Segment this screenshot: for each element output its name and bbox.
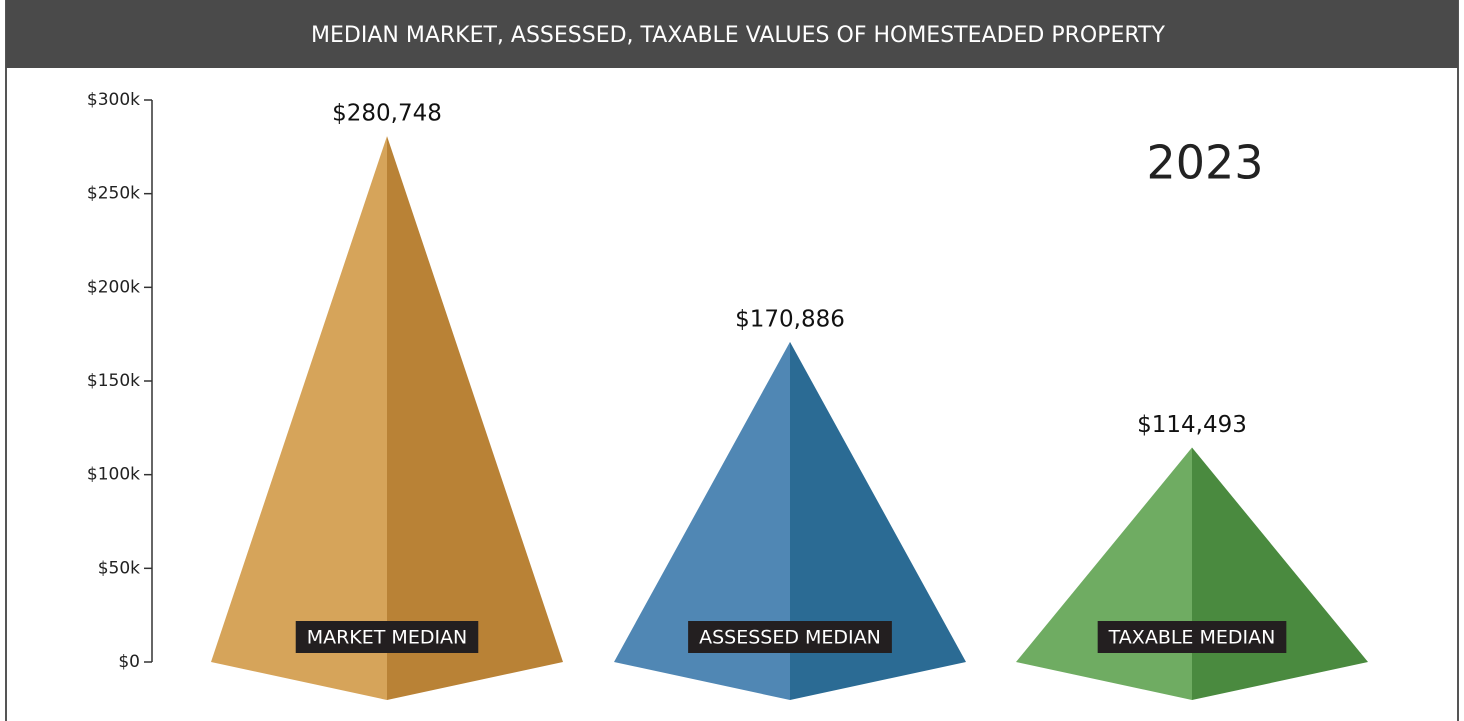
value-label: $114,493 — [1137, 412, 1247, 438]
chart-title: MEDIAN MARKET, ASSESSED, TAXABLE VALUES … — [311, 23, 1165, 48]
y-tick-label: $50k — [98, 558, 140, 578]
category-label: MARKET MEDIAN — [307, 627, 468, 649]
pyramid-left-face — [614, 341, 790, 700]
y-tick-label: $0 — [118, 652, 140, 672]
y-tick-label: $300k — [87, 90, 140, 110]
category-label-box — [688, 621, 892, 653]
pyramid-left-face — [211, 136, 387, 700]
y-tick-label: $200k — [87, 277, 140, 297]
value-label: $170,886 — [735, 306, 845, 332]
pyramid-right-face — [790, 341, 966, 700]
category-label-box — [295, 621, 479, 653]
category-label: TAXABLE MEDIAN — [1108, 627, 1276, 649]
pyramid-right-face — [387, 136, 563, 700]
title-bar — [6, 0, 1458, 68]
y-tick-label: $100k — [87, 465, 140, 485]
category-label-box — [1097, 621, 1287, 653]
category-label: ASSESSED MEDIAN — [699, 627, 881, 649]
year-annotation: 2023 — [1146, 136, 1263, 190]
value-label: $280,748 — [332, 101, 442, 127]
y-tick-label: $250k — [87, 184, 140, 204]
y-tick-label: $150k — [87, 371, 140, 391]
